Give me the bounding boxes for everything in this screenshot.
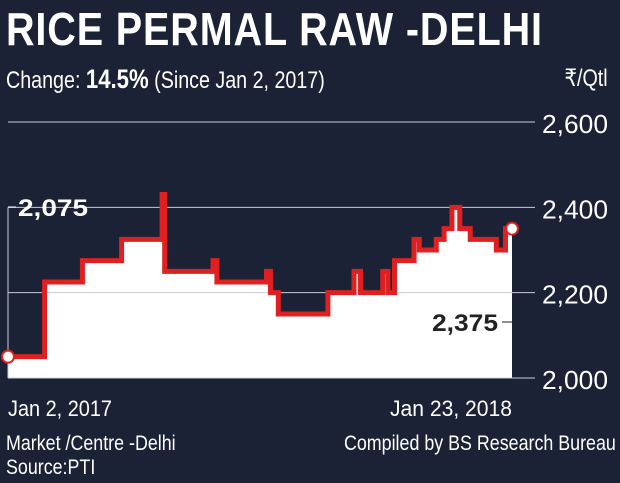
change-since: (Since Jan 2, 2017) [154, 67, 325, 94]
unit-label: ₹/Qtl [564, 65, 608, 92]
change-summary: Change: 14.5% (Since Jan 2, 2017) [6, 64, 325, 95]
y-tick-label: 2,600 [542, 109, 608, 139]
footer-credit: Compiled by BS Research Bureau [344, 432, 616, 455]
chart-title: RICE PERMAL RAW -DELHI [6, 3, 543, 55]
price-line [8, 192, 512, 360]
footer-source: Source:PTI [6, 456, 96, 479]
start-marker [1, 349, 15, 364]
y-tick-label: 2,000 [542, 365, 608, 395]
change-value: 14.5% [85, 64, 149, 94]
x-label-start: Jan 2, 2017 [8, 396, 112, 421]
change-label: Change: [6, 67, 81, 94]
annotation-start-value: 2,075 [18, 195, 88, 222]
y-tick-label: 2,400 [542, 194, 608, 224]
footer-market: Market /Centre -Delhi [6, 432, 176, 455]
x-label-end: Jan 23, 2018 [390, 396, 512, 421]
end-marker [505, 221, 519, 236]
annotation-end-value: 2,375 [432, 310, 498, 337]
y-tick-label: 2,200 [542, 280, 608, 310]
area-fill [8, 194, 512, 378]
